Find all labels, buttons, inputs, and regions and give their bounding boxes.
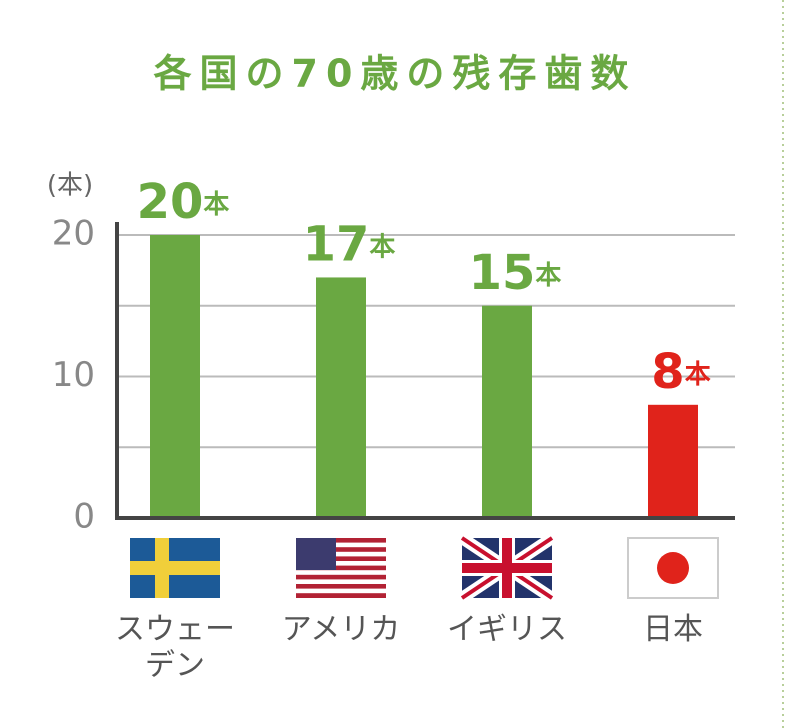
bar (648, 404, 698, 518)
bar (150, 235, 200, 518)
y-tick-label: 0 (73, 497, 95, 537)
bar (482, 305, 532, 518)
axis-line (115, 222, 735, 520)
x-tick-label: イギリス (447, 612, 567, 647)
y-tick-label: 20 (52, 214, 95, 254)
x-tick-label: 日本 (643, 612, 703, 647)
value-label: 20本 (137, 174, 230, 230)
flag-sweden (130, 538, 220, 598)
flag-uk (458, 533, 556, 603)
y-axis-label: (本) (47, 171, 93, 201)
flag-japan (627, 537, 719, 599)
value-label: 17本 (303, 216, 396, 272)
flag-usa (296, 538, 386, 598)
x-tick-label: スウェーデン (115, 612, 235, 683)
y-tick-label: 10 (52, 355, 95, 395)
x-tick-label: アメリカ (281, 612, 401, 647)
chart-title: 各国の70歳の残存歯数 (154, 52, 637, 96)
value-label: 8本 (651, 344, 710, 400)
bar (316, 277, 366, 518)
value-label: 15本 (469, 245, 562, 301)
